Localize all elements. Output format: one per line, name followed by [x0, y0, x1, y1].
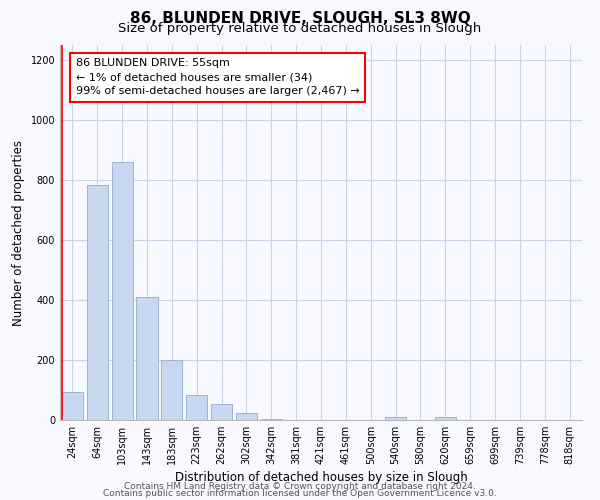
Bar — [161, 360, 182, 420]
Bar — [385, 417, 406, 420]
Text: 86 BLUNDEN DRIVE: 55sqm
← 1% of detached houses are smaller (34)
99% of semi-det: 86 BLUNDEN DRIVE: 55sqm ← 1% of detached… — [76, 58, 359, 96]
Bar — [62, 392, 83, 420]
Bar — [261, 418, 282, 420]
Bar — [87, 184, 108, 420]
Text: Contains public sector information licensed under the Open Government Licence v3: Contains public sector information licen… — [103, 489, 497, 498]
Bar — [136, 297, 158, 420]
Bar — [211, 404, 232, 420]
Text: Size of property relative to detached houses in Slough: Size of property relative to detached ho… — [118, 22, 482, 35]
X-axis label: Distribution of detached houses by size in Slough: Distribution of detached houses by size … — [175, 471, 467, 484]
Bar — [112, 162, 133, 420]
Bar — [236, 414, 257, 420]
Text: 86, BLUNDEN DRIVE, SLOUGH, SL3 8WQ: 86, BLUNDEN DRIVE, SLOUGH, SL3 8WQ — [130, 11, 470, 26]
Y-axis label: Number of detached properties: Number of detached properties — [12, 140, 25, 326]
Bar — [186, 394, 207, 420]
Bar — [435, 417, 456, 420]
Text: Contains HM Land Registry data © Crown copyright and database right 2024.: Contains HM Land Registry data © Crown c… — [124, 482, 476, 491]
